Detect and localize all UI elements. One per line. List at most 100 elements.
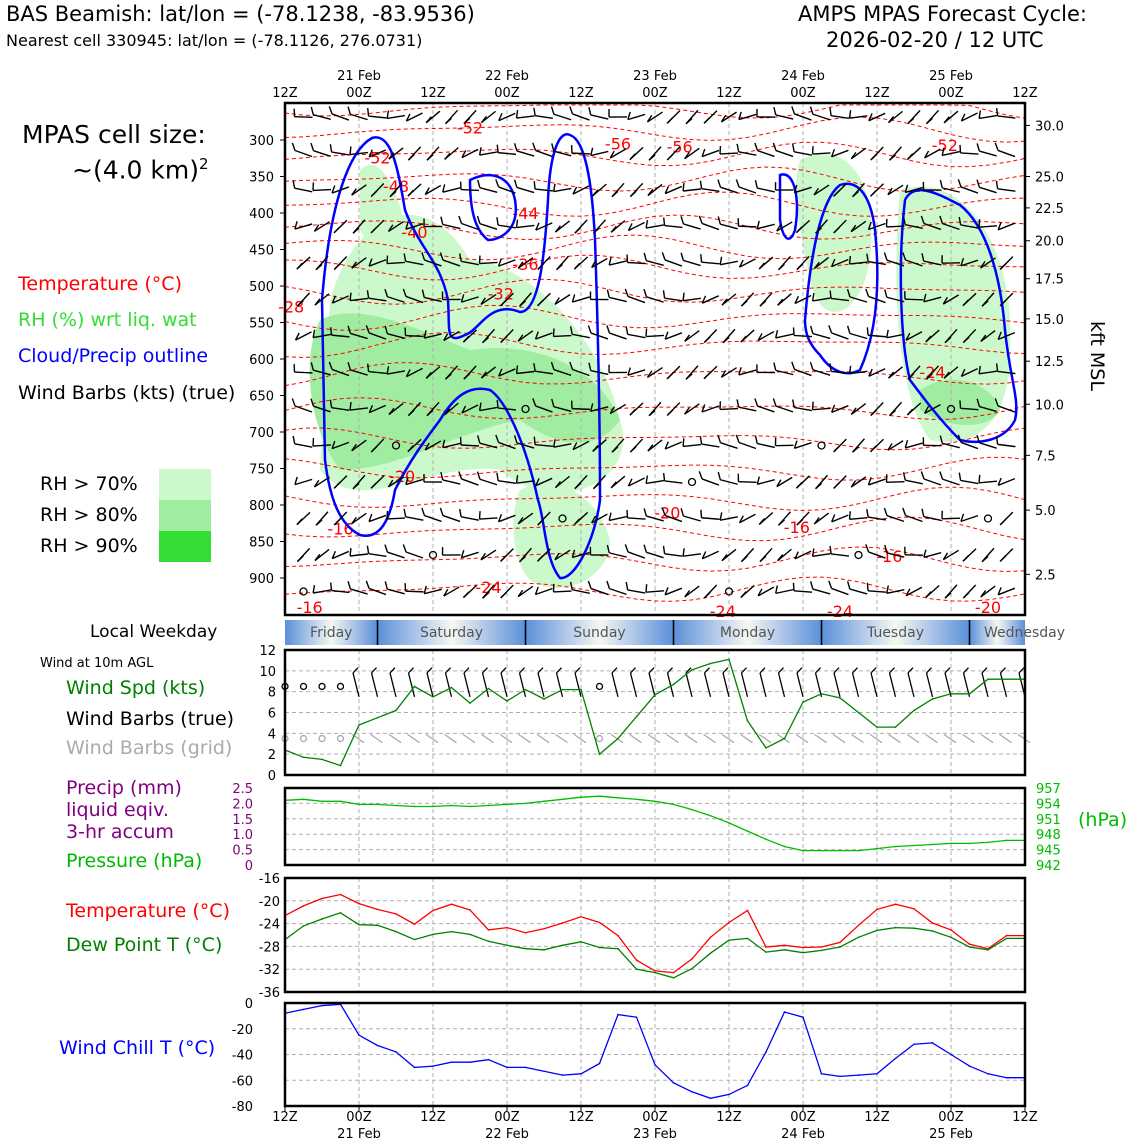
wind-barb-455 <box>777 511 792 526</box>
wind-barb-404 <box>554 475 570 489</box>
wind-barb-flag <box>889 409 896 417</box>
wind-barb-shaft <box>479 261 498 265</box>
wind-barb-flag <box>351 443 357 452</box>
wind-barb-219 <box>740 292 755 307</box>
pressure-point-29 <box>820 849 823 852</box>
wind-barb-130 <box>535 222 553 231</box>
wind-barb-90 <box>513 179 535 194</box>
wind-barb-shaft <box>479 478 498 486</box>
bottom-time-label-5: 00Z <box>642 1110 668 1125</box>
windchill-point-13 <box>524 1066 527 1069</box>
wind-barb-shaft <box>979 114 997 120</box>
wind-barb-295 <box>703 365 718 380</box>
wind-barb-flag <box>569 106 574 115</box>
dewpoint-point-14 <box>543 949 545 951</box>
wind-barb-flag <box>478 402 482 411</box>
wind-barb-flag <box>480 371 487 379</box>
wind-barb-flag <box>480 297 486 305</box>
wind-barb-flag <box>736 143 740 152</box>
wind-barb-flag <box>666 372 674 380</box>
wind-barb-34 <box>925 109 940 125</box>
wind-barb-flag <box>685 373 693 380</box>
temperature-point-3 <box>339 893 342 896</box>
temperature-point-6 <box>395 913 397 915</box>
wind-barb-flag <box>959 144 962 153</box>
wind-barb-114 <box>957 179 979 194</box>
wind-barb-flag <box>609 150 615 159</box>
precip-ytick-2: 1.0 <box>232 828 253 843</box>
wind-barb-421 <box>867 477 886 486</box>
top-time-label-6: 12Z <box>716 86 742 101</box>
wind-barb-303 <box>848 365 868 375</box>
windchill-point-32 <box>876 1073 878 1075</box>
surface-barb-grid-33 <box>888 733 901 744</box>
temp-ytick-5: -16 <box>259 872 280 887</box>
wind-barb-flag <box>738 367 742 376</box>
wind-barb-shaft <box>794 368 812 377</box>
wind-barb-343 <box>870 401 884 417</box>
wind-barb-flag <box>611 190 619 198</box>
wind-barb-shaft <box>498 368 516 377</box>
wind-barb-flag <box>887 443 893 451</box>
wind-barb-60 <box>684 147 700 160</box>
wind-barb-shaft <box>960 152 979 155</box>
surface-barb-true-feather-36 <box>944 667 951 674</box>
wind-barb-480 <box>519 547 532 563</box>
bottom-date-label-4: 25 Feb <box>929 1127 973 1140</box>
surface-barb-grid-31 <box>851 733 864 744</box>
wind-barb-shaft <box>498 186 516 194</box>
temperature-point-20 <box>654 970 656 972</box>
bottom-date-label-2: 23 Feb <box>633 1127 677 1140</box>
wind-barb-527 <box>664 587 683 596</box>
wind-barb-flag <box>627 223 633 231</box>
wind-barb-flag <box>773 362 777 371</box>
wind-barb-shaft <box>480 549 497 561</box>
wind-barb-shaft <box>387 370 405 375</box>
legend-temperature-2: Temperature (°C) <box>66 900 230 922</box>
wind-barb-flag <box>740 591 747 598</box>
wind-barb-flag <box>439 252 444 261</box>
weekday-label-3: Monday <box>720 625 775 641</box>
wind-barb-536 <box>828 580 849 596</box>
wind-barb-flag <box>925 117 933 125</box>
wind-barb-flag <box>609 406 615 414</box>
wind-barb-flag <box>906 153 914 161</box>
wind-barb-292 <box>646 366 663 379</box>
surface-barb-true-feather-8 <box>426 667 433 674</box>
surface-barb-true-feather-20 <box>648 667 655 674</box>
wind-barb-flag <box>552 183 556 192</box>
wind-barb-76 <box>976 143 997 157</box>
wind-speed-point-27 <box>783 737 786 740</box>
wind-barb-37 <box>978 110 997 120</box>
wind-barb-flag <box>958 216 962 226</box>
wind-barb-539 <box>886 585 905 595</box>
wind-barb-131 <box>554 220 570 233</box>
wind-barb-520 <box>534 586 553 596</box>
wind-barb-flag <box>995 363 999 372</box>
wind-barb-flag <box>310 106 314 115</box>
wind-barb-flag <box>815 482 823 490</box>
wind-barb-flag <box>662 290 666 299</box>
wind-barb-shaft <box>535 149 553 158</box>
wind-barb-246 <box>517 330 534 342</box>
wind-barb-flag <box>407 445 414 453</box>
wind-barb-287 <box>550 361 572 376</box>
wind-barb-flag <box>740 335 747 343</box>
legend-temperature: Temperature (°C) <box>18 273 182 295</box>
surface-barb-true-feather-29 <box>815 667 821 674</box>
wind-barb-flag <box>403 508 407 517</box>
wind-barb-flag <box>902 216 906 225</box>
wind-barb-305 <box>887 366 903 379</box>
wind-barb-flag <box>776 479 782 488</box>
wind-barb-flag <box>294 221 298 230</box>
wind-barb-243 <box>462 329 478 343</box>
wind-barb-flag <box>925 335 932 343</box>
wind-barb-shaft <box>812 588 831 595</box>
wind-barb-145 <box>815 219 828 234</box>
wind-barb-flag <box>959 400 962 409</box>
wind-barb-shaft <box>350 369 368 376</box>
wind-barb-flag <box>571 549 576 558</box>
isotherm-18 <box>284 576 1026 602</box>
temperature-point-28 <box>802 946 804 949</box>
isotherm-label-18: -24 <box>710 602 736 621</box>
